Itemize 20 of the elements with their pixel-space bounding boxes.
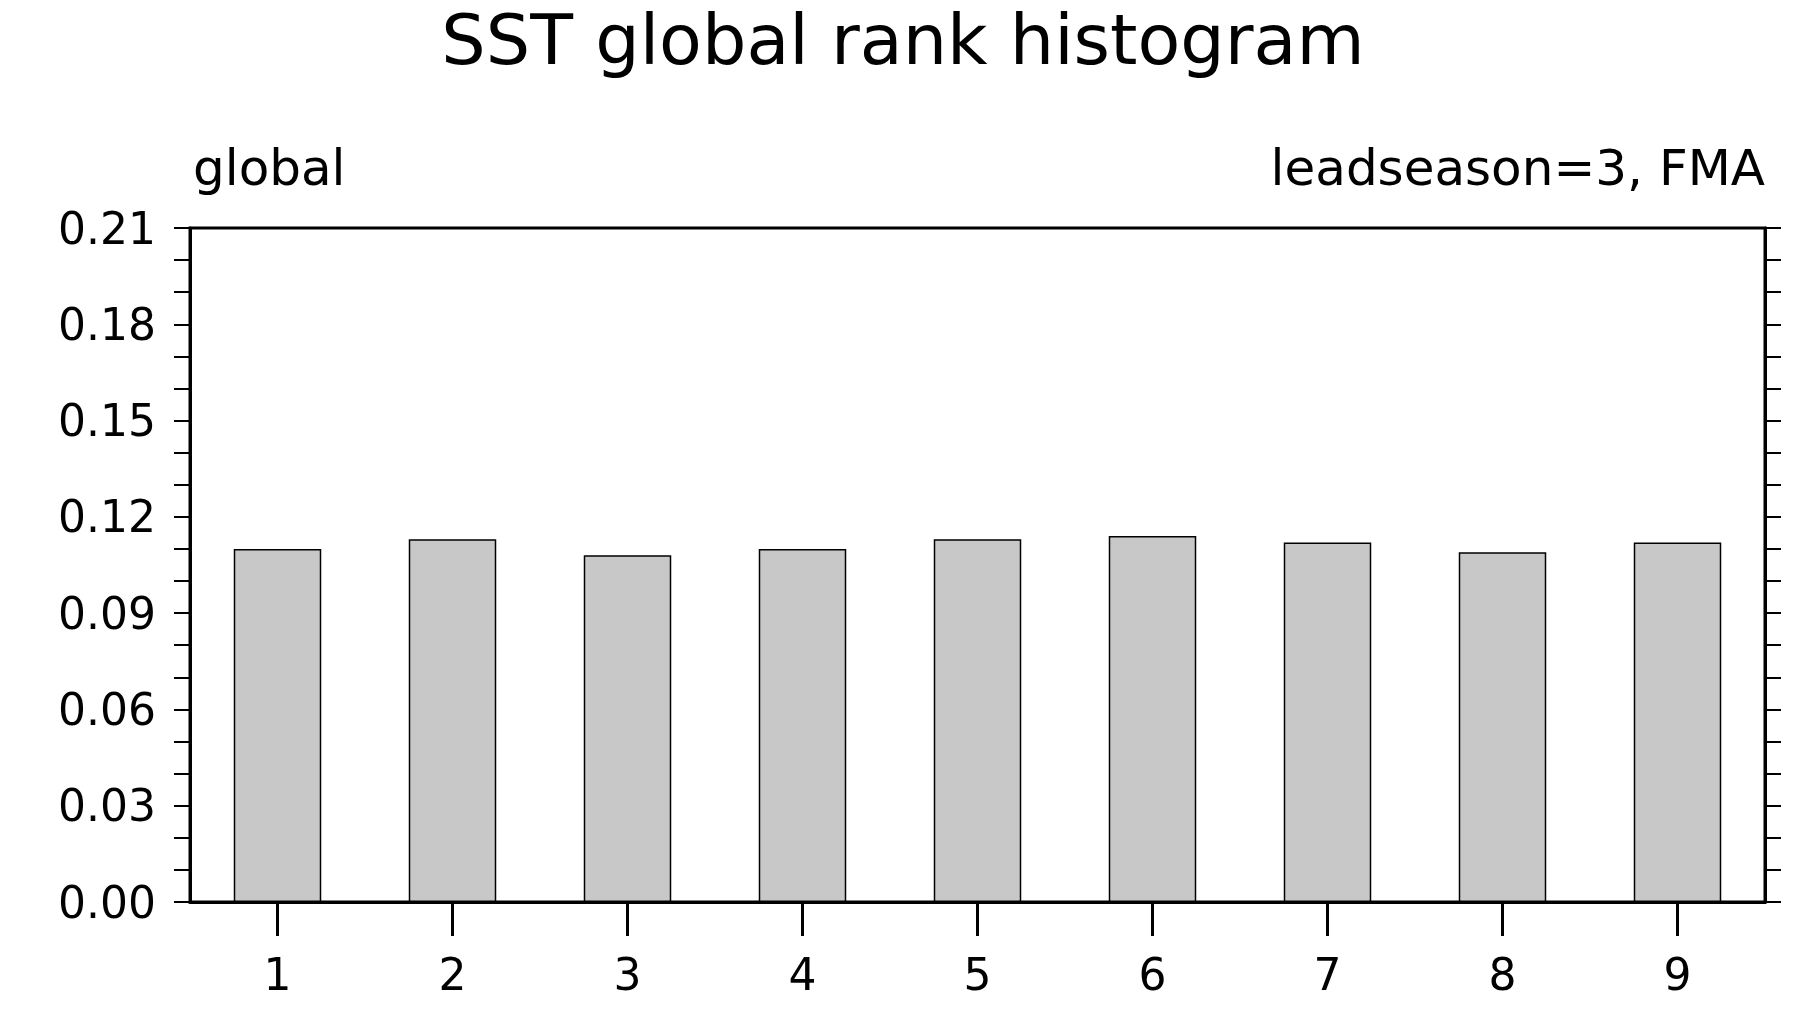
y-tick-label: 0.00: [58, 876, 156, 928]
y-tick-label: 0.03: [58, 780, 156, 832]
x-tick-label: 1: [263, 948, 292, 1000]
x-tick-label: 3: [613, 948, 642, 1000]
x-tick-label: 4: [788, 948, 817, 1000]
y-tick-label: 0.21: [58, 202, 156, 254]
x-tick-label: 5: [963, 948, 992, 1000]
x-tick-label: 2: [438, 948, 467, 1000]
y-tick-label: 0.06: [58, 683, 156, 735]
x-tick-label: 7: [1313, 948, 1342, 1000]
chart-subtitle: global: [193, 139, 346, 197]
x-tick-label: 6: [1138, 948, 1167, 1000]
text: leadseason=3, FMA: [1270, 139, 1766, 197]
x-tick-label: 9: [1663, 948, 1692, 1000]
chart-title: SST global rank histogram: [441, 0, 1365, 81]
y-tick-label: 0.12: [58, 491, 156, 543]
y-tick-label: 0.09: [58, 587, 156, 639]
y-tick-label: 0.15: [58, 395, 156, 447]
y-tick-label: 0.18: [58, 298, 156, 350]
x-tick-label: 8: [1488, 948, 1517, 1000]
